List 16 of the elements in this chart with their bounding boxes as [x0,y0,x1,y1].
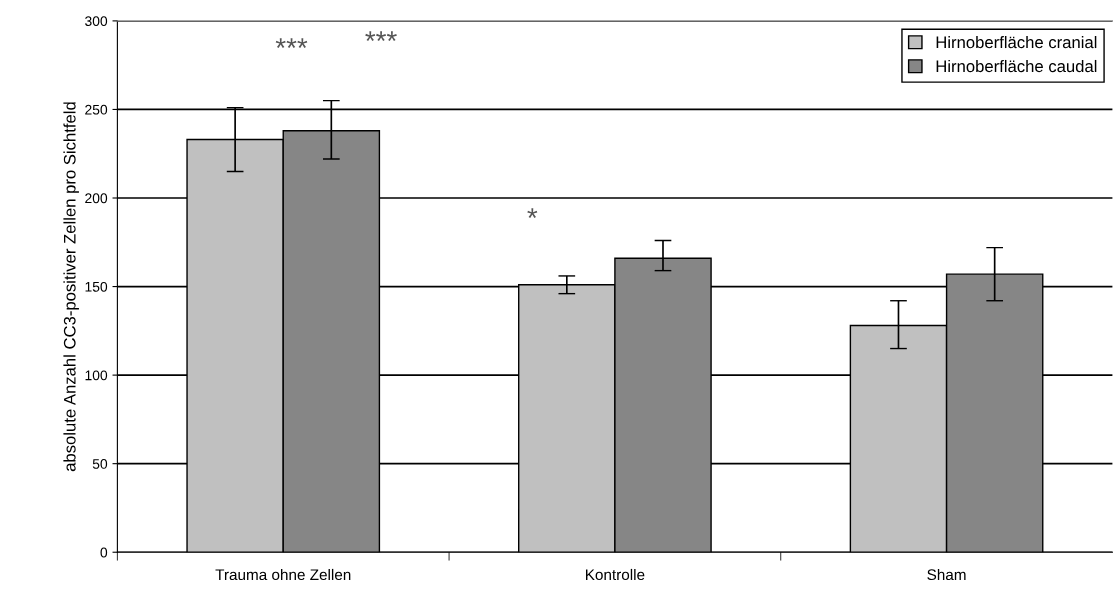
y-tick-label: 0 [100,547,108,558]
annotation: *** [365,31,397,42]
y-tick-label: 50 [92,459,108,469]
legend-label: Hirnoberfläche cranial [936,35,1097,49]
y-tick-label: 100 [85,370,108,381]
y-axis-title: absolute Anzahl CC3-positiver Zellen pro Sichtfeld [63,102,79,472]
annotation: * [527,208,538,218]
x-tick-label: Kontrolle [586,568,645,581]
y-tick-label: 300 [85,16,108,27]
legend-label: Hirnoberfläche caudal [936,59,1097,73]
annotation: *** [275,38,308,48]
y-tick-label: 200 [85,193,108,204]
x-tick-label: Sham [927,568,966,581]
y-tick-label: 150 [85,281,108,292]
x-tick-label: Trauma ohne Zellen [215,568,351,581]
y-tick-label: 250 [85,104,108,115]
